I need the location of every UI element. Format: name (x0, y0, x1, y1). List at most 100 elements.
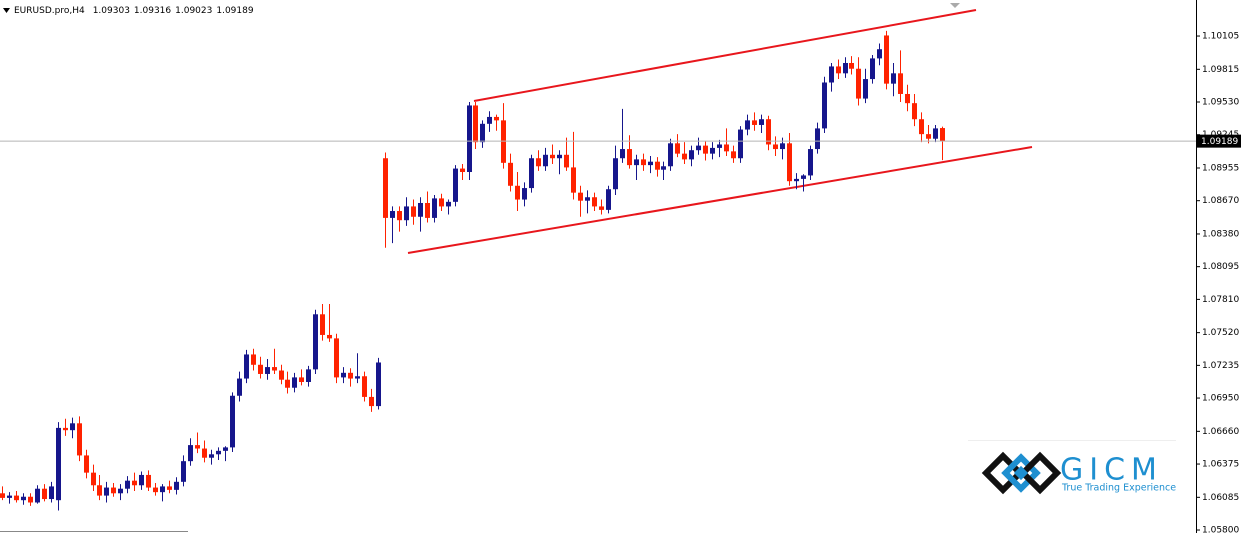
candle-body (104, 487, 109, 496)
candle-body (585, 197, 590, 201)
candle-body (752, 120, 757, 125)
candle-body (0, 493, 5, 498)
logo-icon (981, 451, 1062, 495)
candle-body (181, 461, 186, 482)
candle-body (167, 486, 172, 490)
candle-body (919, 119, 924, 135)
current-price-label: 1.09189 (1201, 137, 1238, 147)
candle-body (28, 496, 33, 503)
candle-body (153, 487, 158, 493)
logo-name: GICM (1060, 453, 1163, 488)
candle-body (272, 367, 277, 371)
candle-body (188, 445, 193, 462)
candle-body (564, 154, 569, 168)
channel-upper-line (473, 9, 977, 102)
symbol-header: EURUSD.pro,H4 1.09303 1.09316 1.09023 1.0918… (14, 6, 254, 16)
candle-body (905, 93, 910, 104)
candle-body (174, 481, 179, 490)
candle-body (397, 211, 402, 221)
candle-body (460, 168, 465, 173)
candle-body (522, 188, 527, 200)
candle-body (334, 338, 339, 378)
candle-body (348, 372, 353, 379)
y-tick-label: 1.10105 (1202, 32, 1239, 42)
candle-body (822, 82, 827, 129)
candle-body (411, 206, 416, 217)
shift-marker (950, 3, 960, 8)
candle-body (780, 143, 785, 150)
candle-body (341, 372, 346, 378)
candle-body (313, 314, 318, 370)
candle-body (132, 480, 137, 486)
candle-body (111, 487, 116, 494)
candle-body (146, 474, 151, 488)
candle-body (613, 158, 618, 190)
y-tick-label: 1.09530 (1202, 98, 1239, 108)
candle-body (766, 119, 771, 145)
y-tick-label: 1.08955 (1202, 163, 1239, 173)
candle-body (21, 496, 26, 501)
candle-body (425, 202, 430, 218)
y-tick-label: 1.07520 (1202, 328, 1239, 338)
candle-body (160, 486, 165, 493)
candle-body (940, 128, 945, 142)
candle-body (745, 120, 750, 130)
y-tick-label: 1.08095 (1202, 262, 1239, 272)
candle-body (710, 147, 715, 154)
candle-body (578, 192, 583, 201)
candle-body (362, 376, 367, 397)
candle-body (223, 447, 228, 451)
logo-tagline: True Trading Experience (1061, 483, 1176, 494)
candle-body (237, 378, 242, 396)
candle-body (216, 450, 221, 455)
candle-body (759, 119, 764, 125)
candle-body (292, 377, 297, 388)
candle-body (84, 455, 89, 473)
logo-diamond (1018, 451, 1062, 495)
candle-body (327, 334, 332, 339)
candle-body (877, 49, 882, 59)
candle-body (355, 376, 360, 379)
candle-body (118, 488, 123, 494)
ohlc-value: 1.09303 (93, 6, 130, 16)
candle-body (63, 427, 68, 431)
y-tick-label: 1.06950 (1202, 394, 1239, 404)
candle-body (467, 105, 472, 173)
candle-body (473, 105, 478, 143)
candle-body (863, 79, 868, 99)
candle-body (77, 423, 82, 456)
candle-body (891, 73, 896, 84)
y-tick-label: 1.05800 (1202, 526, 1239, 533)
ohlc-value: 1.09316 (134, 6, 171, 16)
candle-body (717, 144, 722, 148)
candle-body (682, 153, 687, 160)
candle-body (97, 485, 102, 496)
candle-body (494, 116, 499, 121)
logo-diamond-core (1013, 465, 1029, 481)
candle-body (898, 73, 903, 94)
channel-lower-line (407, 146, 1033, 254)
candle-body (285, 379, 290, 388)
candle-body (487, 116, 492, 124)
candle-body (439, 198, 444, 207)
candle-body (230, 395, 235, 448)
candle-body (856, 68, 861, 99)
y-tick-label: 1.09815 (1202, 65, 1239, 75)
candle-body (251, 354, 256, 365)
candle-body (195, 445, 200, 449)
candle-body (641, 159, 646, 166)
candle-body (306, 369, 311, 382)
candle-body (279, 370, 284, 380)
candle-body (7, 495, 12, 498)
menu-arrow (3, 8, 10, 13)
candle-body (480, 123, 485, 143)
candle-body (627, 149, 632, 166)
candle-body (49, 486, 54, 500)
candle-body (926, 134, 931, 139)
candle-body (139, 474, 144, 486)
candle-body (655, 161, 660, 170)
candle-body (836, 66, 841, 74)
candle-body (369, 396, 374, 407)
candle-body (731, 151, 736, 159)
